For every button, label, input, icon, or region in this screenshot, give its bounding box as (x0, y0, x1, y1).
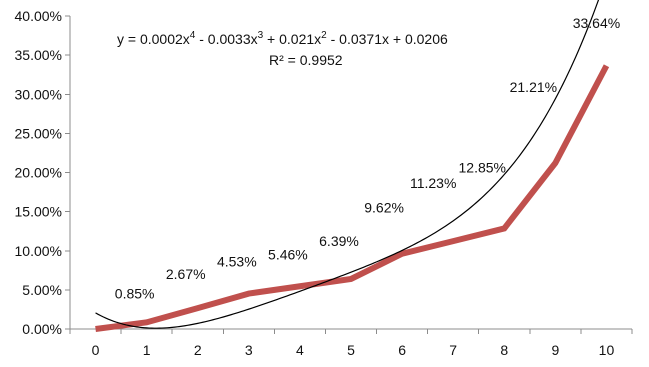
y-tick-label: 10.00% (15, 243, 62, 259)
data-label: 0.85% (115, 285, 155, 301)
x-tick-label: 1 (143, 342, 151, 358)
equation-lead: y = 0.0002x (117, 31, 190, 47)
data-label: 9.62% (364, 200, 404, 216)
equation-term-2: - 0.0033x (195, 31, 257, 47)
x-tick-label: 2 (194, 342, 202, 358)
x-tick-label: 7 (449, 342, 457, 358)
y-tick-label: 15.00% (15, 204, 62, 220)
equation-power-4: 4 (190, 30, 196, 41)
data-label: 21.21% (510, 79, 557, 95)
equation-term-3: + 0.021x (263, 31, 321, 47)
series-line (95, 64, 610, 332)
x-tick-label: 6 (398, 342, 406, 358)
y-tick-label: 20.00% (15, 165, 62, 181)
y-tick-label: 40.00% (15, 8, 62, 24)
data-labels: 0.85% 2.67% 4.53% 5.46% 6.39% 9.62% 11.23%12.8… (115, 15, 620, 302)
data-label: 5.46% (268, 246, 308, 262)
y-tick-label: 0.00% (22, 321, 62, 337)
data-label: 2.67% (166, 266, 206, 282)
y-tick-label: 30.00% (15, 86, 62, 102)
y-tick-label: 35.00% (15, 47, 62, 63)
x-tick-label: 4 (296, 342, 304, 358)
data-label: 33.64% (573, 15, 620, 31)
equation-power-2: 2 (321, 30, 327, 41)
x-tick-label: 8 (500, 342, 508, 358)
data-label: 6.39% (319, 233, 359, 249)
trendline (95, 0, 600, 329)
data-label: 4.53% (217, 254, 257, 270)
trendline-r-squared: R² = 0.9952 (269, 52, 343, 68)
x-tick-label: 5 (347, 342, 355, 358)
x-tick-label: 10 (599, 342, 615, 358)
trendline-equation: y = 0.0002x4 - 0.0033x3 + 0.021x2 - 0.03… (117, 30, 448, 47)
equation-tail: - 0.0371x + 0.0206 (327, 31, 448, 47)
series-layer (95, 64, 610, 332)
y-axis-ticks: 0.00% 5.00% 10.00% 15.00% 20.00% 25.00% 30.00%… (15, 8, 70, 337)
trendline-layer (95, 0, 600, 329)
data-label: 12.85% (459, 159, 506, 175)
y-tick-label: 25.00% (15, 125, 62, 141)
x-axis-ticks: 0 1 2 3 4 5 6 7 8 9 10 (69, 329, 633, 358)
x-tick-label: 3 (245, 342, 253, 358)
equation-power-3: 3 (258, 30, 264, 41)
x-tick-label: 0 (92, 342, 100, 358)
x-tick-label: 9 (551, 342, 559, 358)
y-tick-label: 5.00% (22, 282, 62, 298)
data-label: 11.23% (410, 175, 456, 191)
